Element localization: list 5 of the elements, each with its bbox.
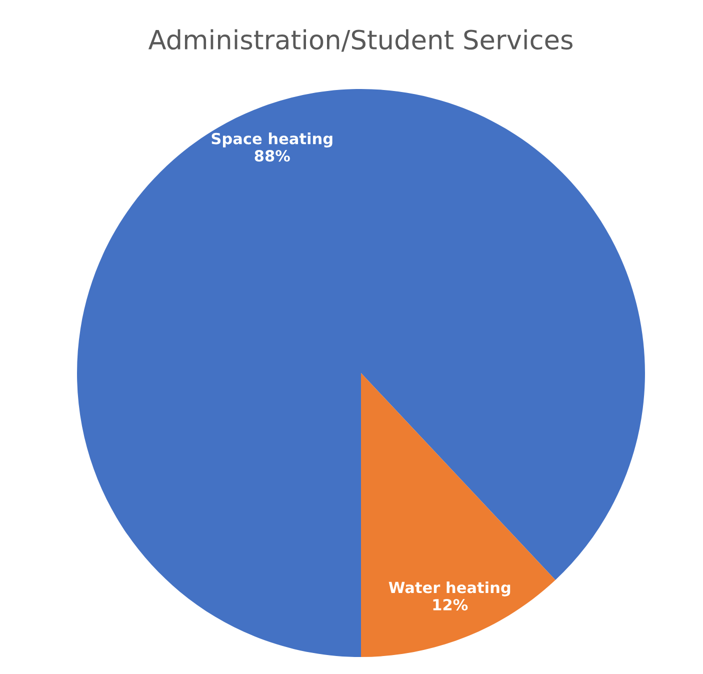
slice-label: Water heating bbox=[388, 581, 510, 596]
data-label: 12% bbox=[433, 598, 468, 610]
chart-title: Administration/Student Services bbox=[148, 29, 572, 52]
data-label: 88% bbox=[254, 150, 290, 162]
slice-label: Space heating bbox=[212, 132, 332, 148]
